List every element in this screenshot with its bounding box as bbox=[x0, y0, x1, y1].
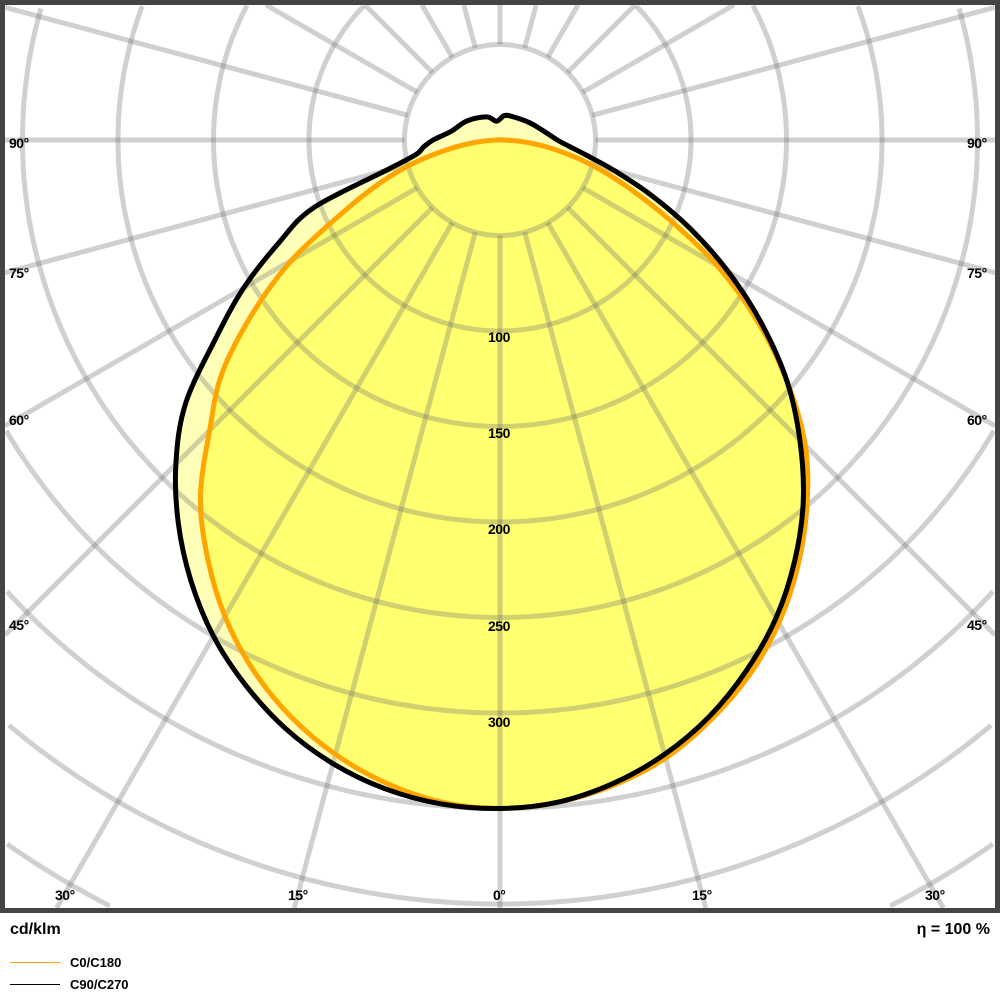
angle-label-left: 75° bbox=[9, 265, 29, 281]
legend-label-c0: C0/C180 bbox=[70, 955, 122, 970]
efficiency-label: η = 100 % bbox=[916, 921, 990, 938]
grid-spoke bbox=[419, 3, 455, 59]
grid-spoke bbox=[291, 231, 478, 909]
angle-label-left: 90° bbox=[9, 135, 29, 151]
grid-spoke bbox=[565, 3, 637, 75]
grid-spoke bbox=[591, 162, 996, 276]
radial-tick-label: 100 bbox=[488, 329, 510, 345]
grid-spoke bbox=[581, 185, 997, 428]
grid-circle bbox=[5, 842, 995, 909]
radial-tick-label: 200 bbox=[488, 521, 510, 537]
grid-spoke bbox=[461, 4, 478, 49]
chart-frame bbox=[0, 0, 1000, 913]
grid-circle bbox=[115, 5, 885, 525]
unit-label: cd/klm bbox=[10, 921, 61, 938]
angle-label-left: 45° bbox=[9, 617, 29, 633]
fill-c0-c180 bbox=[200, 139, 808, 809]
series-line-c90-c270 bbox=[172, 112, 806, 812]
angle-label-right: 75° bbox=[967, 265, 987, 281]
grid-spoke bbox=[591, 4, 996, 118]
radial-tick-label: 300 bbox=[488, 714, 510, 730]
grid-spoke bbox=[522, 231, 709, 909]
grid-spoke bbox=[4, 4, 409, 118]
angle-label-bottom: 0° bbox=[493, 887, 506, 903]
legend-swatch-c90 bbox=[10, 984, 60, 985]
grid-circle bbox=[402, 42, 598, 238]
radial-tick-label: 250 bbox=[488, 618, 510, 634]
grid-spoke bbox=[4, 162, 409, 276]
angle-label-bottom: 15° bbox=[288, 887, 308, 903]
angle-label-right: 45° bbox=[967, 617, 987, 633]
grid-spoke bbox=[54, 221, 455, 910]
grid-spoke bbox=[3, 205, 435, 637]
angle-label-bottom: 15° bbox=[692, 887, 712, 903]
grid-spoke bbox=[522, 4, 539, 49]
grid-circle bbox=[20, 7, 980, 620]
angle-label-right: 90° bbox=[967, 135, 987, 151]
angle-label-left: 60° bbox=[9, 412, 29, 428]
grid-circle bbox=[7, 723, 993, 907]
grid-spoke bbox=[581, 2, 736, 95]
grid-spoke bbox=[565, 205, 997, 637]
legend-swatch-c0 bbox=[10, 962, 60, 963]
legend-label-c90: C90/C270 bbox=[70, 977, 129, 992]
grid-circle bbox=[211, 4, 789, 429]
angle-label-bottom: 30° bbox=[925, 887, 945, 903]
grid-circle bbox=[5, 589, 995, 811]
angle-label-right: 60° bbox=[967, 412, 987, 428]
grid-spoke bbox=[545, 3, 581, 59]
grid-spoke bbox=[545, 221, 946, 910]
angle-label-bottom: 30° bbox=[55, 887, 75, 903]
radial-tick-label: 150 bbox=[488, 425, 510, 441]
grid-spoke bbox=[264, 2, 419, 95]
grid-spoke bbox=[363, 3, 435, 75]
grid-spoke bbox=[3, 185, 419, 428]
